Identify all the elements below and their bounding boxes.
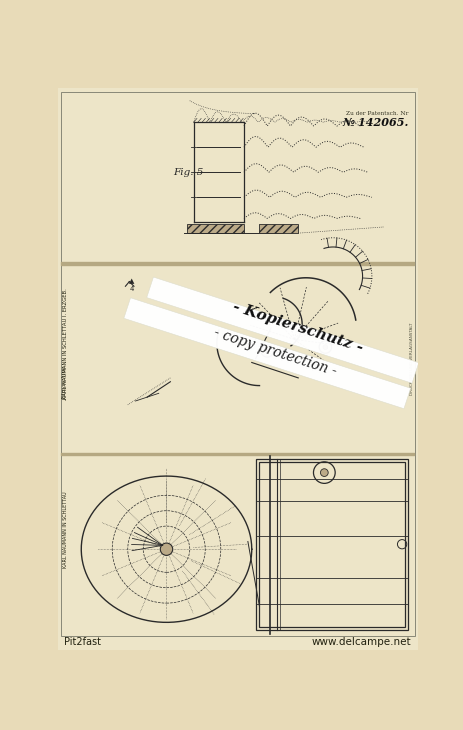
Circle shape	[264, 349, 269, 353]
Bar	[259, 224, 298, 233]
Text: ▲
4: ▲ 4	[129, 279, 134, 291]
Bar	[258, 462, 404, 626]
Text: DRUCKEREI UND VERLAGSANSTALT: DRUCKEREI UND VERLAGSANSTALT	[409, 323, 413, 395]
Bar	[187, 224, 244, 233]
Circle shape	[320, 469, 327, 477]
Text: Jätmaschine.: Jätmaschine.	[63, 364, 68, 400]
Text: KARL NAUMANN IN SCHLETTAU I. ERZGEB.: KARL NAUMANN IN SCHLETTAU I. ERZGEB.	[63, 288, 68, 399]
Text: www.delcampe.net: www.delcampe.net	[311, 637, 411, 647]
Circle shape	[160, 543, 172, 556]
Text: - copy protection -: - copy protection -	[211, 326, 338, 379]
FancyBboxPatch shape	[124, 298, 410, 409]
Text: - Kopierschutz -: - Kopierschutz -	[231, 300, 364, 356]
Text: № 142065.: № 142065.	[341, 117, 407, 128]
FancyBboxPatch shape	[146, 277, 418, 383]
Text: KARL NAUMANN IN SCHLETTAU: KARL NAUMANN IN SCHLETTAU	[63, 491, 68, 568]
Text: Fig. 5: Fig. 5	[172, 168, 203, 177]
Text: Pit2fast: Pit2fast	[64, 637, 101, 647]
Circle shape	[322, 345, 327, 350]
Bar	[255, 458, 407, 630]
Text: Zu der Patentsch. Nr: Zu der Patentsch. Nr	[345, 111, 407, 115]
